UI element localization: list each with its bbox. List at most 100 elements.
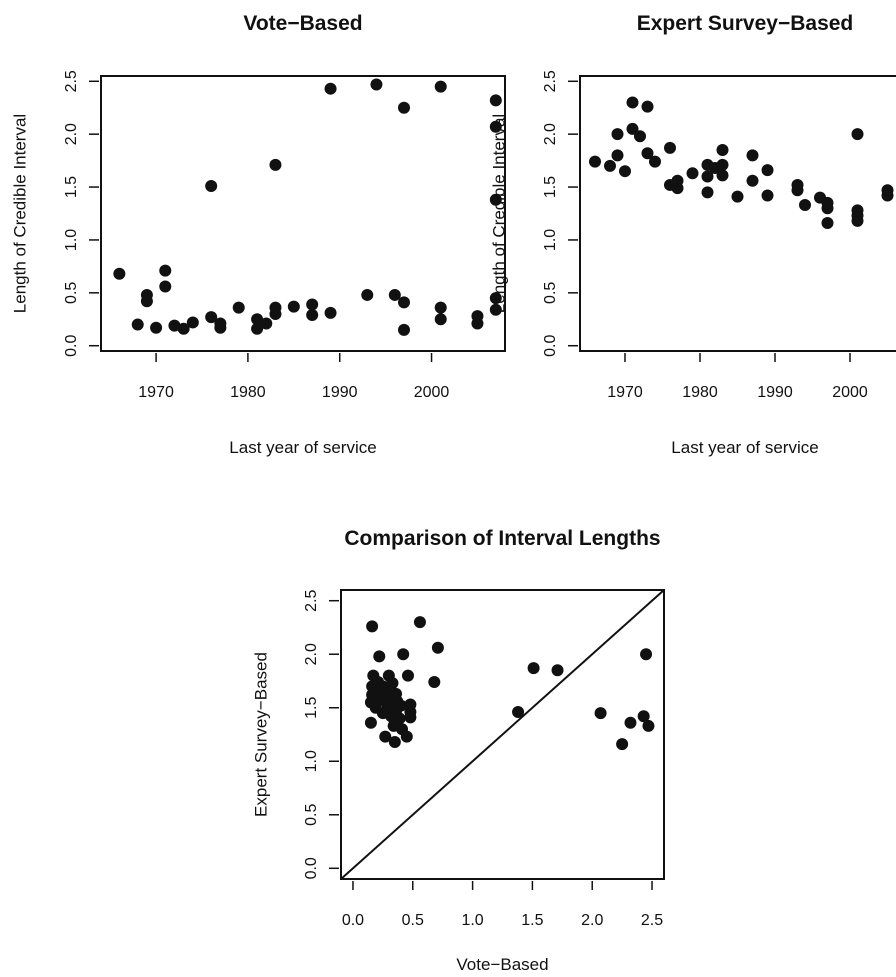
data-point: [761, 164, 774, 177]
x-axis-label: Last year of service: [229, 438, 376, 457]
data-point: [821, 196, 834, 209]
data-point: [701, 186, 714, 199]
data-point: [306, 298, 319, 311]
data-point: [527, 662, 540, 675]
data-point: [471, 310, 484, 323]
data-point: [393, 712, 406, 725]
data-point: [640, 648, 653, 661]
x-tick-label: 1.0: [461, 912, 483, 929]
y-tick-label: 2.0: [63, 123, 80, 145]
data-point: [366, 620, 379, 633]
y-tick-label: 2.5: [63, 70, 80, 92]
data-point: [716, 144, 729, 157]
data-point: [881, 184, 894, 197]
data-point: [799, 199, 811, 212]
data-point: [489, 303, 502, 316]
data-point: [159, 264, 172, 277]
x-tick-label: 2000: [414, 384, 450, 401]
data-point: [434, 80, 447, 93]
data-point: [589, 155, 601, 168]
data-point: [716, 158, 729, 171]
y-axis-label: Length of Credible Interval: [10, 114, 29, 313]
data-point: [260, 317, 273, 330]
data-point: [611, 149, 624, 162]
data-point: [397, 648, 410, 661]
data-point: [413, 616, 426, 629]
x-tick-label: 2.0: [581, 912, 603, 929]
y-tick-label: 2.0: [303, 643, 320, 665]
data-point: [324, 82, 337, 95]
data-point: [400, 730, 413, 743]
y-tick-label: 1.5: [542, 176, 559, 198]
data-point: [791, 178, 804, 191]
data-point: [624, 716, 637, 729]
data-point: [821, 217, 834, 230]
x-tick-label: 1980: [230, 384, 266, 401]
data-point: [649, 155, 661, 168]
data-point: [379, 730, 392, 743]
data-point: [251, 322, 264, 335]
x-tick-label: 2000: [832, 384, 868, 401]
data-point: [140, 288, 153, 301]
data-point: [428, 676, 441, 689]
data-point: [434, 301, 447, 314]
data-point: [431, 641, 444, 654]
x-tick-label: 1970: [607, 384, 643, 401]
chart-panel-3: Comparison of Interval Lengths 0.0 0.5 1.0 1…: [251, 527, 665, 974]
data-point: [386, 677, 399, 690]
data-point: [401, 669, 414, 682]
data-point: [394, 699, 407, 712]
data-point: [634, 130, 646, 143]
data-point: [594, 707, 607, 720]
points-group: [364, 616, 655, 751]
x-axis-label: Last year of service: [671, 438, 818, 457]
y-tick-label: 0.5: [63, 282, 80, 304]
data-point: [604, 159, 616, 172]
x-axis-label: Vote−Based: [456, 955, 548, 974]
data-point: [746, 149, 759, 162]
data-point: [214, 317, 227, 330]
data-point: [551, 664, 564, 677]
y-tick-label: 2.5: [303, 589, 320, 611]
data-point: [851, 128, 864, 141]
chart-title: Expert Survey−Based: [637, 12, 854, 35]
y-tick-label: 1.5: [303, 697, 320, 719]
data-point: [205, 180, 218, 192]
data-point: [746, 174, 759, 187]
x-tick-label: 1990: [322, 384, 358, 401]
data-point: [701, 170, 714, 183]
data-point: [370, 78, 383, 91]
x-tick-label: 2.5: [641, 912, 663, 929]
chart-panel-1: Vote−Based 1970 1980 1990 2000 0.0 0.5 1.0 1.5 2.…: [10, 12, 506, 457]
data-point: [287, 300, 300, 313]
chart-title: Vote−Based: [243, 12, 362, 35]
y-axis-label: Expert Survey−Based: [251, 652, 270, 817]
data-point: [398, 296, 410, 309]
y-tick-label: 1.0: [303, 750, 320, 772]
data-point: [761, 189, 774, 202]
data-point: [324, 306, 337, 319]
data-point: [373, 650, 386, 663]
data-point: [113, 267, 126, 280]
data-point: [168, 319, 181, 332]
y-tick-label: 0.0: [63, 334, 80, 356]
data-point: [269, 301, 282, 314]
data-point: [150, 321, 163, 334]
y-tick-label: 2.5: [542, 70, 559, 92]
data-point: [489, 193, 502, 206]
data-point: [269, 158, 282, 171]
data-point: [404, 698, 417, 711]
y-tick-label: 1.5: [63, 176, 80, 198]
data-point: [512, 706, 525, 719]
plot-frame: [340, 589, 665, 880]
data-point: [671, 174, 684, 187]
data-point: [641, 100, 654, 113]
data-point: [489, 292, 502, 305]
chart-title: Comparison of Interval Lengths: [344, 527, 660, 550]
data-point: [388, 288, 401, 301]
data-point: [251, 313, 264, 326]
data-point: [641, 147, 654, 160]
y-tick-label: 2.0: [542, 123, 559, 145]
chart-panel-2: Expert Survey−Based 1970 1980 1990 2000 0.0 0.…: [489, 12, 896, 457]
data-point: [186, 316, 199, 329]
